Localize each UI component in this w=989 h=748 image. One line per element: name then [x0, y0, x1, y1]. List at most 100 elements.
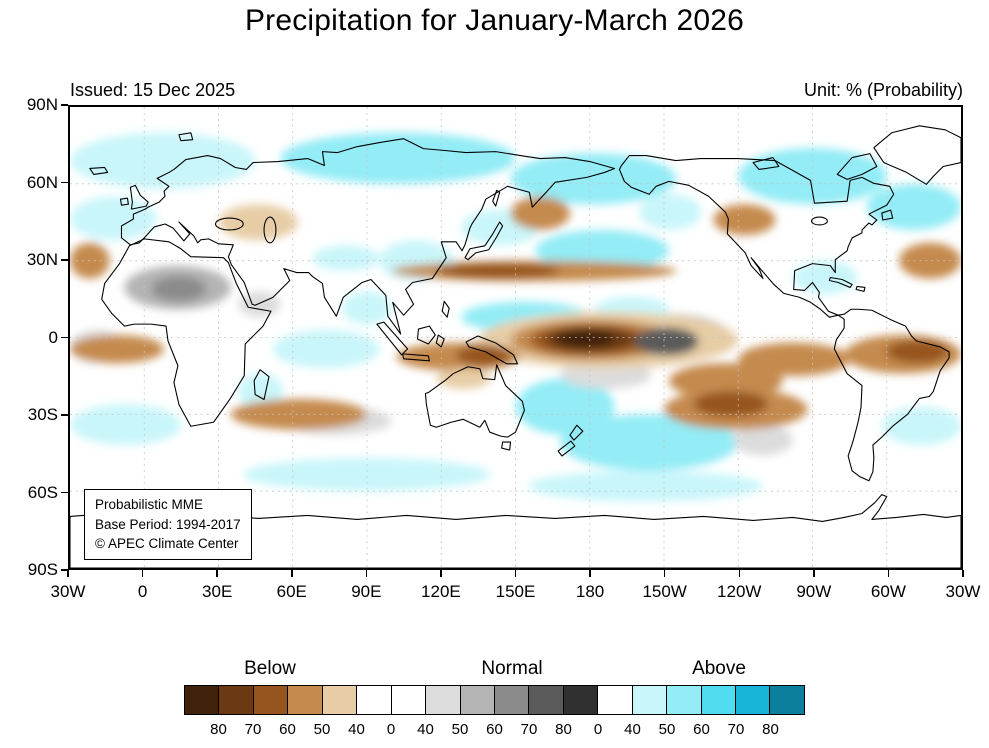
- lat-tick: [61, 491, 68, 494]
- lon-tick: [514, 570, 517, 577]
- lon-tick: [663, 570, 666, 577]
- region-north-atlantic-subtropics-east: [70, 242, 110, 279]
- lat-tick-label: 60S: [27, 482, 58, 502]
- legend-boundary-value: 50: [313, 721, 331, 738]
- lon-tick: [440, 570, 442, 577]
- coast-new-zealand-north: [569, 424, 584, 441]
- lat-tick-label: 30S: [27, 405, 58, 424]
- legend-boundary-value: 60: [693, 721, 710, 738]
- coast-borneo: [416, 325, 436, 345]
- legend-color-cell: [528, 686, 563, 714]
- legend-boundary-value: 40: [417, 721, 434, 738]
- lon-tick-label: 30W: [945, 582, 981, 601]
- lon-tick: [887, 570, 890, 577]
- legend-colorbar: [184, 685, 805, 715]
- legend-boundary-value: 70: [520, 721, 538, 738]
- black-sea-outline: [214, 217, 244, 231]
- region-south-atlantic-east: [70, 404, 182, 446]
- info-line-model: Probabilistic MME: [95, 497, 204, 513]
- coast-new-zealand-south: [557, 440, 576, 457]
- legend-boundary-value: 70: [727, 721, 745, 738]
- legend-boundary-value: 50: [451, 721, 469, 738]
- world-map: [70, 107, 961, 568]
- legend-boundary-value: 0: [593, 721, 603, 738]
- lon-tick: [962, 570, 964, 577]
- lat-tick: [61, 414, 68, 416]
- lon-tick-label: 150E: [495, 582, 536, 601]
- region-brazil-atlantic-core: [886, 340, 949, 364]
- coast-great-britain: [129, 184, 149, 210]
- legend-color-cell: [666, 686, 701, 714]
- region-gulf-of-mexico-caribbean: [792, 260, 858, 294]
- region-southeast-pacific-south: [733, 424, 793, 456]
- region-north-atlantic-subtropics-west: [899, 242, 961, 279]
- legend-color-cell: [735, 686, 770, 714]
- lon-tick-label: 30E: [202, 582, 233, 601]
- lon-tick: [365, 570, 368, 577]
- lon-tick: [141, 570, 144, 577]
- coast-north-america: [618, 155, 895, 318]
- region-east-equatorial-pacific-core: [634, 327, 699, 356]
- lon-tick: [216, 570, 218, 577]
- legend-color-cell: [252, 686, 288, 714]
- map-info-box: Probabilistic MME Base Period: 1994-2017…: [84, 489, 252, 560]
- legend-color-cell: [425, 686, 460, 714]
- lon-tick: [738, 570, 740, 577]
- legend-color-cell: [321, 686, 357, 714]
- coast-newfoundland: [881, 209, 894, 221]
- region-southeast-pacific-band-core: [693, 391, 768, 417]
- lat-tick-label: 90N: [26, 95, 58, 114]
- region-bay-of-bengal: [342, 291, 392, 325]
- coast-madagascar: [253, 369, 270, 401]
- coast-south-america: [833, 308, 950, 482]
- lat-tick-label: 60N: [26, 172, 58, 192]
- legend-color-cell: [356, 686, 391, 714]
- region-south-pacific-midlatitude: [560, 414, 739, 471]
- legend-color-cell: [493, 686, 529, 714]
- legend-boundary-value: 60: [486, 721, 503, 738]
- lon-tick: [67, 570, 69, 577]
- figure-title: Precipitation for January-March 2026: [244, 4, 745, 37]
- coast-philippines: [441, 300, 450, 318]
- legend-color-cell: [769, 686, 804, 714]
- coast-africa: [101, 238, 272, 427]
- region-northwest-atlantic: [866, 183, 961, 230]
- coast-japan: [464, 221, 504, 261]
- legend-color-cell: [390, 686, 426, 714]
- legend-color-cell: [459, 686, 494, 714]
- lon-tick: [291, 570, 293, 577]
- legend-boundary-value: 80: [762, 721, 779, 738]
- coast-svalbard: [178, 132, 194, 142]
- region-north-australia: [436, 368, 491, 389]
- coast-ireland: [119, 197, 129, 206]
- coast-sumatra: [376, 321, 409, 356]
- region-mozambique-channel: [238, 373, 283, 410]
- lon-tick-label: 0: [137, 582, 148, 601]
- region-southern-ocean-pacific: [527, 470, 763, 502]
- legend-label-below: Below: [244, 658, 296, 679]
- legend-boundary-value: 40: [348, 721, 365, 738]
- legend-color-cell: [631, 686, 667, 714]
- legend-color-cell: [185, 686, 219, 714]
- region-sahara-core: [151, 276, 207, 302]
- lon-tick: [589, 570, 591, 577]
- region-tibet-north-india: [312, 245, 380, 271]
- coast-greenland: [873, 125, 961, 185]
- legend-color-cell: [700, 686, 735, 714]
- coast-baffin-island: [836, 153, 878, 180]
- lat-tick: [61, 181, 68, 184]
- coastline-layer: [70, 125, 961, 568]
- region-arabia: [238, 291, 281, 318]
- region-south-indian-band: [230, 398, 367, 430]
- coast-eurasia: [120, 138, 616, 335]
- legend-label-normal: Normal: [481, 658, 543, 679]
- legend-color-cell: [287, 686, 322, 714]
- lon-tick-label: 60W: [870, 582, 906, 601]
- region-gulf-of-alaska: [639, 194, 702, 230]
- lon-tick-label: 90W: [796, 582, 832, 601]
- legend-boundary-value: 0: [386, 721, 396, 738]
- coast-tasmania: [501, 441, 512, 451]
- lon-tick-label: 120W: [717, 582, 762, 601]
- great-lakes-outline: [810, 216, 828, 226]
